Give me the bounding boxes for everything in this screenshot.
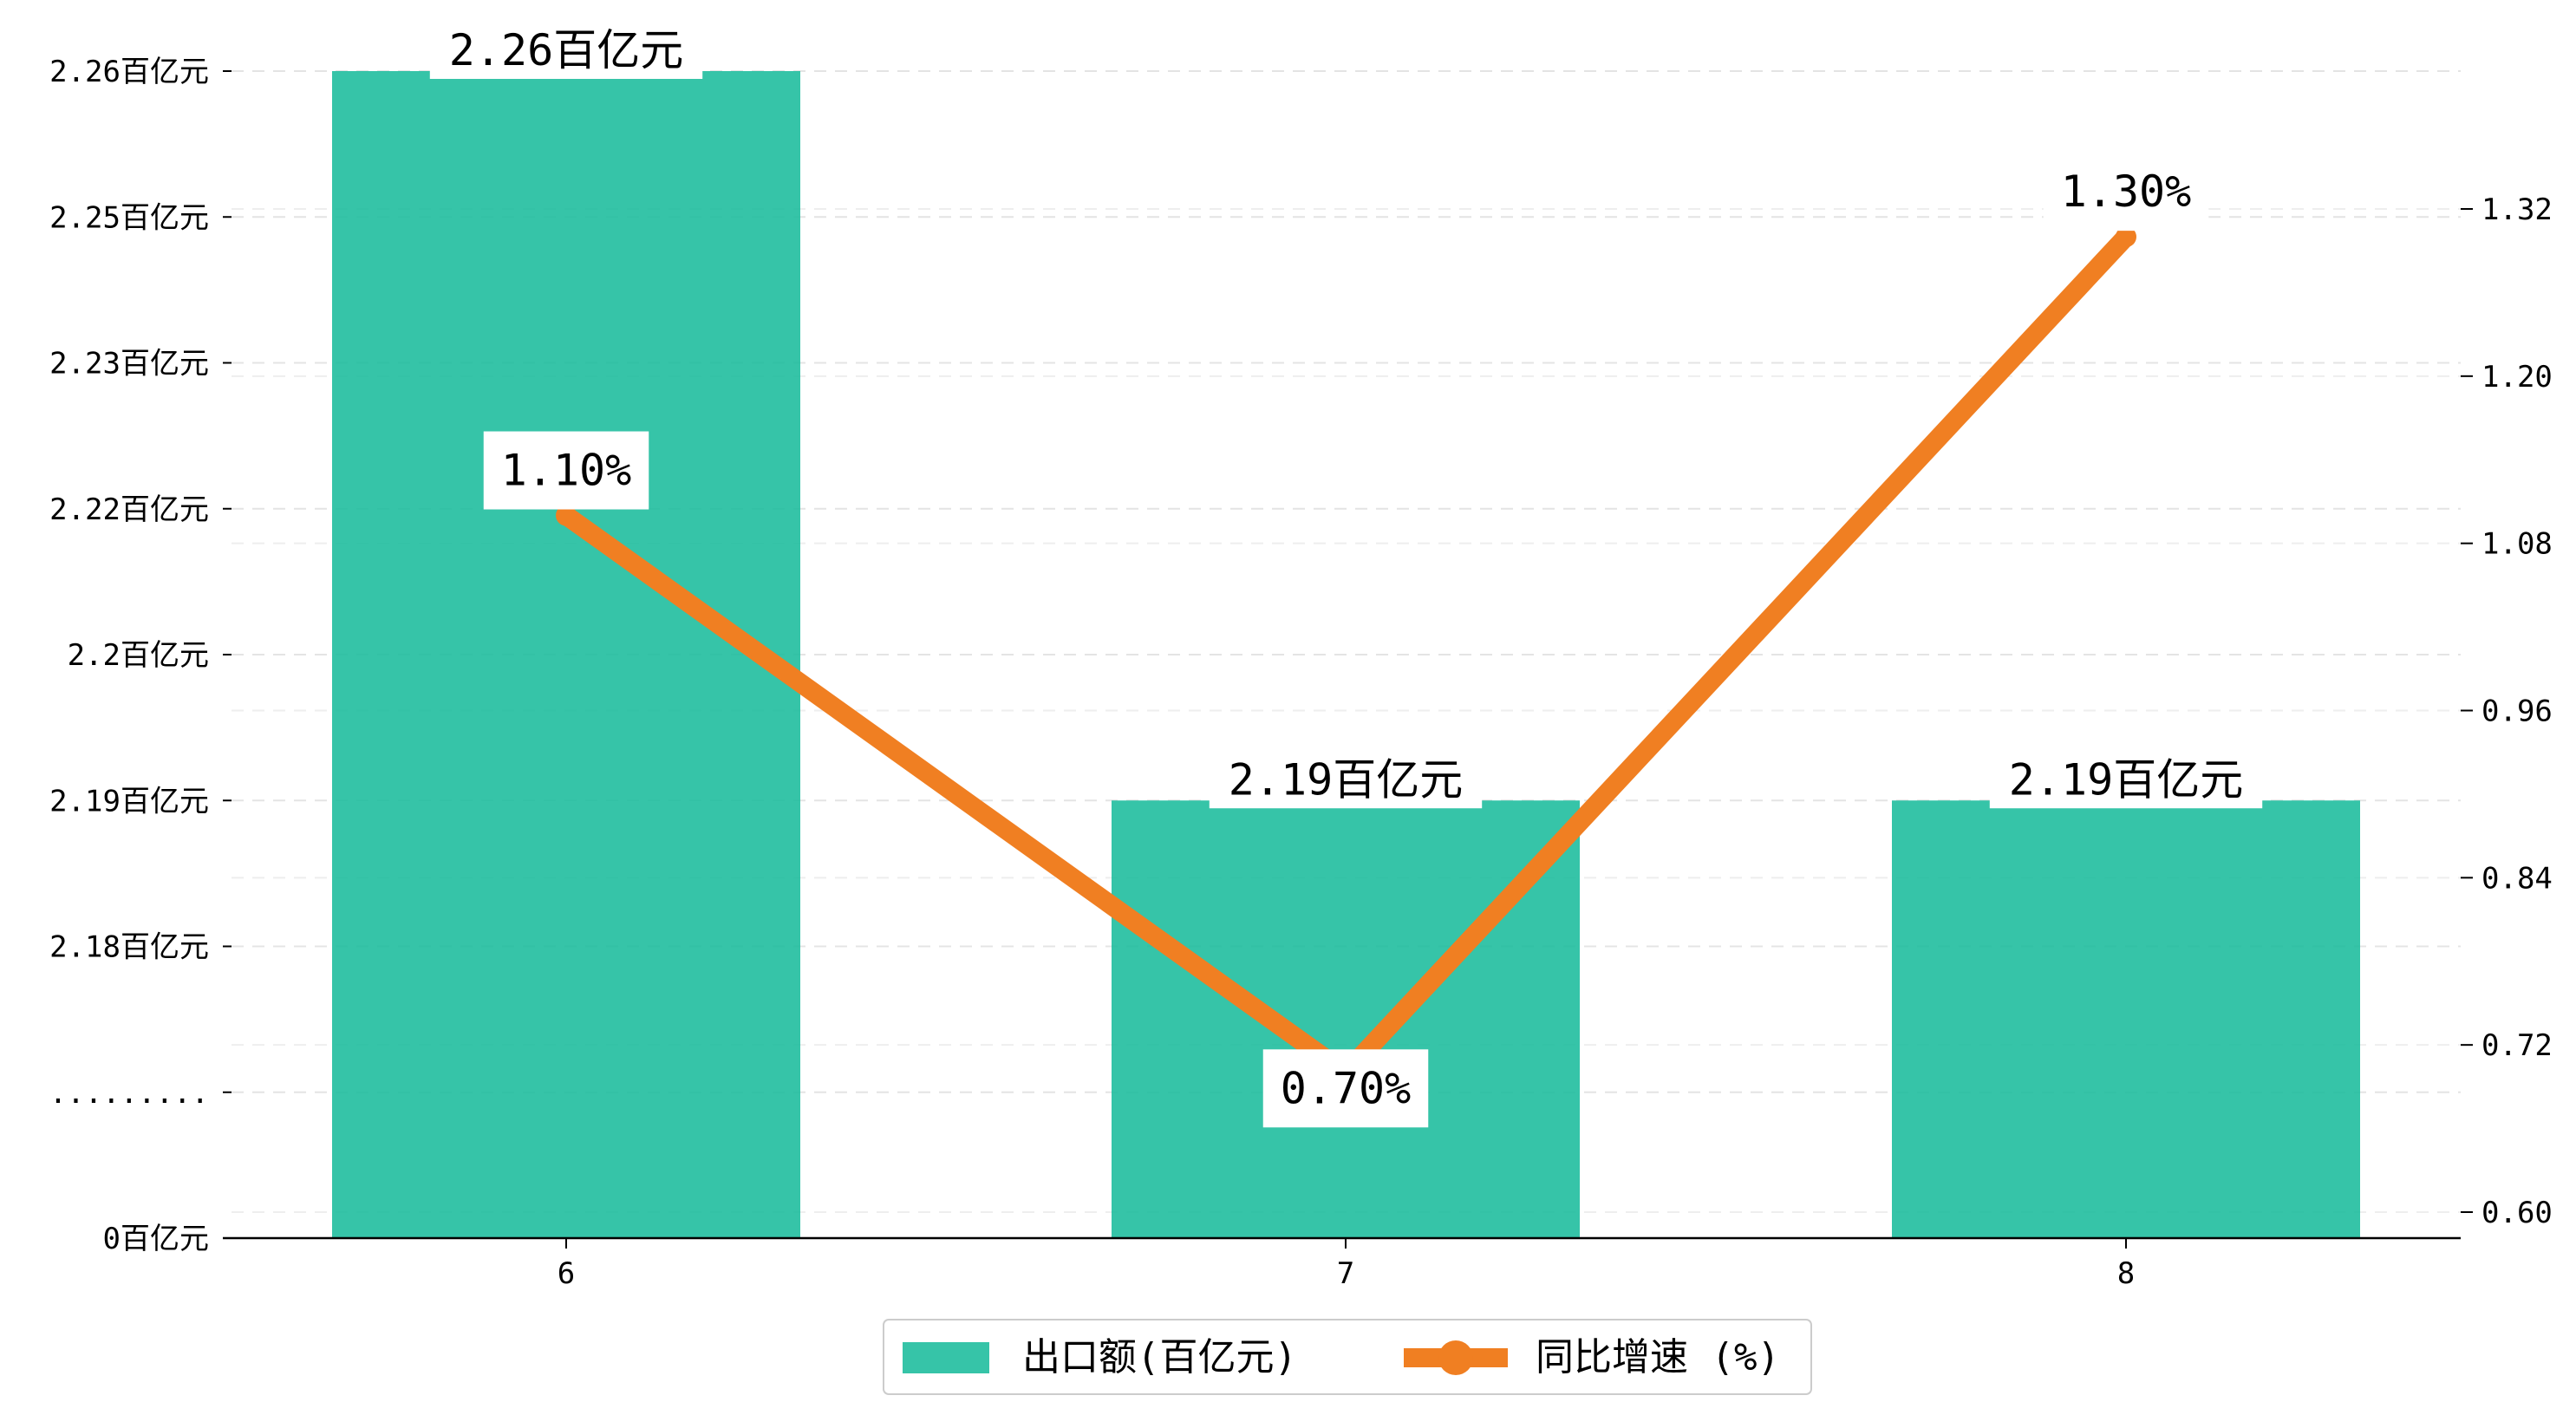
bar-value-label-box bbox=[1209, 751, 1483, 809]
y-right-tick-label: 1.08 bbox=[2481, 527, 2553, 562]
bar-8 bbox=[1892, 800, 2360, 1238]
y-left-tick-label: 2.19百亿元 bbox=[49, 784, 209, 818]
bar-value-label: 2.19百亿元 bbox=[1989, 751, 2263, 809]
growth-point-8 bbox=[2116, 226, 2136, 248]
y-left-tick-label: 2.2百亿元 bbox=[68, 638, 209, 673]
y-right-tick-label: 0.84 bbox=[2481, 861, 2553, 896]
x-tick-label: 6 bbox=[558, 1256, 575, 1291]
y-left-tick-label: 0百亿元 bbox=[103, 1222, 209, 1256]
x-tick-label: 7 bbox=[1337, 1256, 1354, 1291]
growth-value-label: 0.70% bbox=[1262, 1049, 1429, 1128]
growth-value-label-box bbox=[2043, 153, 2209, 231]
growth-value-label: 1.30% bbox=[2043, 153, 2209, 231]
y-left-tick-label: 2.25百亿元 bbox=[49, 200, 209, 235]
bar-value-label-text: 2.26百亿元 bbox=[449, 25, 683, 75]
bar-series bbox=[332, 71, 2360, 1238]
legend-box bbox=[883, 1319, 1812, 1395]
legend-line-label: 同比增速 (%) bbox=[1536, 1335, 1780, 1379]
data-labels: 2.26百亿元 2.19百亿元 2.19百亿元 1.10% 0.70% 1.30% bbox=[429, 22, 2263, 1128]
bar-value-label-box bbox=[429, 22, 703, 79]
bar-7 bbox=[1112, 800, 1580, 1238]
growth-value-label-text: 0.70% bbox=[1281, 1063, 1412, 1113]
legend-bar-swatch bbox=[903, 1342, 989, 1373]
y-left-tick-label: 2.22百亿元 bbox=[49, 492, 209, 527]
growth-value-label-text: 1.10% bbox=[501, 446, 632, 496]
legend-line-marker bbox=[1438, 1340, 1473, 1375]
y-right-tick-label: 0.72 bbox=[2481, 1028, 2553, 1063]
bar-value-label-text: 2.19百亿元 bbox=[2009, 754, 2243, 805]
y-left-tick-label: 2.23百亿元 bbox=[49, 347, 209, 381]
bar-value-label-box bbox=[1989, 751, 2263, 809]
growth-point-6 bbox=[556, 505, 577, 526]
y-right-tick-label: 0.96 bbox=[2481, 694, 2553, 729]
growth-value-label-text: 1.30% bbox=[2061, 166, 2192, 217]
bar-value-label: 2.26百亿元 bbox=[429, 22, 703, 79]
y-left-tick-label: ......... bbox=[49, 1076, 209, 1111]
growth-value-label: 1.10% bbox=[483, 431, 649, 510]
y-left-tick-label: 2.18百亿元 bbox=[49, 930, 209, 965]
y-right-tick-label: 0.60 bbox=[2481, 1196, 2553, 1230]
legend-bar-label: 出口额(百亿元) bbox=[1022, 1335, 1297, 1379]
bar-6 bbox=[332, 71, 800, 1238]
bar-value-label-text: 2.19百亿元 bbox=[1229, 754, 1463, 805]
y-right-tick-label: 1.32 bbox=[2481, 192, 2553, 227]
y-right-tick-label: 1.20 bbox=[2481, 360, 2553, 395]
axes: 0百亿元......... 2.18百亿元 2.19百亿元 2.2百亿元 2.22百亿元… bbox=[49, 55, 2553, 1291]
x-tick-label: 8 bbox=[2117, 1256, 2135, 1291]
y-left-tick-label: 2.26百亿元 bbox=[49, 55, 209, 89]
growth-value-label-box bbox=[483, 431, 649, 510]
growth-value-label-box bbox=[1262, 1049, 1429, 1128]
legend: 出口额(百亿元) 同比增速 (%) bbox=[883, 1319, 1812, 1395]
bar-value-label: 2.19百亿元 bbox=[1209, 751, 1483, 809]
